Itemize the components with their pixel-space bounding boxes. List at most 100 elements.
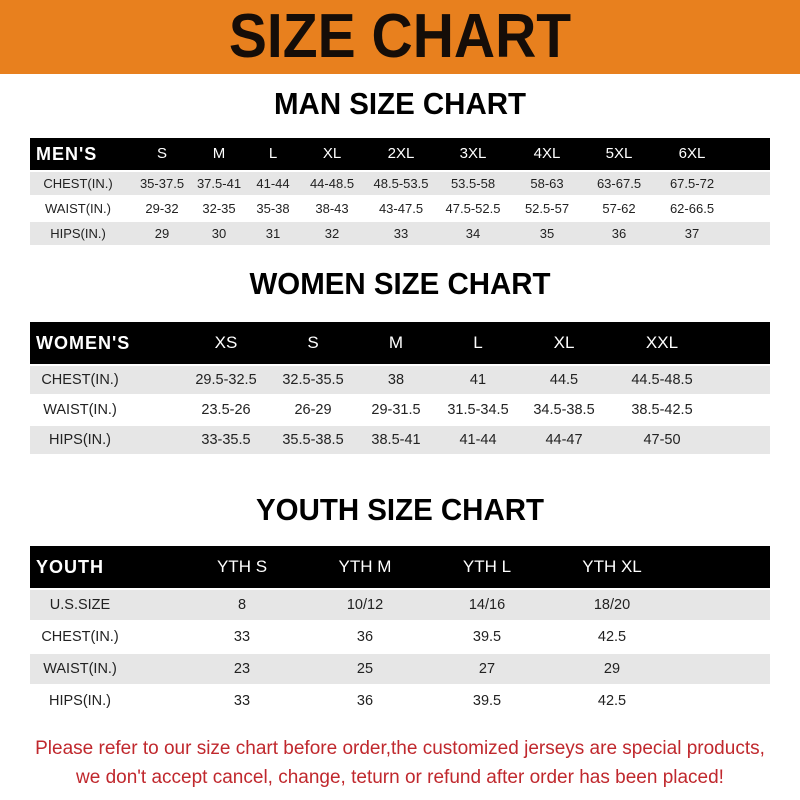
table-cell: 41-44 xyxy=(256,176,290,191)
table-cell: 35 xyxy=(539,226,555,241)
title-banner: SIZE CHART xyxy=(0,0,800,74)
table-cell: 35.5-38.5 xyxy=(282,432,344,448)
table-cell: 41-44 xyxy=(459,432,497,448)
table-cell: 53.5-58 xyxy=(450,176,496,191)
column-header: L xyxy=(473,333,483,352)
table-cell: 31 xyxy=(265,226,281,241)
table-cell: 34.5-38.5 xyxy=(533,402,595,418)
table-cell: 36 xyxy=(356,693,374,709)
table-label: MEN'S xyxy=(36,144,98,164)
row-label: U.S.SIZE xyxy=(49,597,111,613)
table-cell: 52.5-57 xyxy=(524,201,570,216)
row-label: CHEST(IN.) xyxy=(41,629,119,645)
column-header: 2XL xyxy=(387,145,415,162)
table-cell: 23.5-26 xyxy=(201,402,251,418)
table-row: CHEST(IN.) 29.5-32.5 32.5-35.5 38 41 44.5 44.5… xyxy=(30,366,770,394)
table-row: CHEST(IN.) 35-37.5 37.5-41 41-44 44-48.5 48.5… xyxy=(30,172,770,195)
table-cell: 35-37.5 xyxy=(139,176,185,191)
header-row: MEN'S S M L XL 2XL 3XL 4XL 5XL 6XL xyxy=(30,138,770,170)
table-cell: 29-32 xyxy=(145,201,179,216)
column-header: YTH S xyxy=(216,557,268,576)
table-cell: 18/20 xyxy=(593,597,631,613)
table-cell: 39.5 xyxy=(472,629,502,645)
table-cell: 36 xyxy=(356,629,374,645)
table-row: HIPS(IN.) 33 36 39.5 42.5 xyxy=(30,686,770,716)
table-row: HIPS(IN.) 33-35.5 35.5-38.5 38.5-41 41-44 44-… xyxy=(30,426,770,454)
table-cell: 44.5-48.5 xyxy=(631,372,693,388)
row-label: WAIST(IN.) xyxy=(43,661,117,677)
table-cell: 43-47.5 xyxy=(378,201,424,216)
table-cell: 10/12 xyxy=(346,597,384,613)
table-cell: 58-63 xyxy=(530,176,564,191)
table-cell: 32.5-35.5 xyxy=(282,372,344,388)
column-header: 6XL xyxy=(678,145,706,162)
header-row: YOUTH YTH S YTH M YTH L YTH XL xyxy=(30,546,770,588)
table-row: U.S.SIZE 8 10/12 14/16 18/20 xyxy=(30,590,770,620)
table-cell: 35-38 xyxy=(256,201,290,216)
table-row: WAIST(IN.) 23 25 27 29 xyxy=(30,654,770,684)
table-cell: 38-43 xyxy=(315,201,349,216)
table-cell: 44-47 xyxy=(545,432,583,448)
table-cell: 32 xyxy=(324,226,340,241)
column-header: M xyxy=(212,145,226,162)
row-label: HIPS(IN.) xyxy=(48,693,112,709)
table-cell: 39.5 xyxy=(472,693,502,709)
table-cell: 32-35 xyxy=(202,201,236,216)
table-cell: 41 xyxy=(469,372,487,388)
table-cell: 44.5 xyxy=(549,372,579,388)
table-cell: 29.5-32.5 xyxy=(195,372,257,388)
table-cell: 62-66.5 xyxy=(669,201,715,216)
table-cell: 23 xyxy=(233,661,251,677)
header-row: WOMEN'S XS S M L XL XXL xyxy=(30,322,770,364)
table-cell: 36 xyxy=(611,226,627,241)
notice-line-2: we don't accept cancel, change, teturn o… xyxy=(76,767,724,788)
table-cell: 8 xyxy=(237,597,247,613)
table-cell: 29 xyxy=(154,226,170,241)
page-title: SIZE CHART xyxy=(228,2,572,71)
table-cell: 14/16 xyxy=(468,597,506,613)
row-label: CHEST(IN.) xyxy=(43,176,113,191)
table-cell: 33 xyxy=(233,629,251,645)
table-cell: 42.5 xyxy=(597,629,627,645)
table-cell: 48.5-53.5 xyxy=(373,176,429,191)
column-header: 4XL xyxy=(533,145,561,162)
table-cell: 38 xyxy=(387,372,405,388)
table-row: WAIST(IN.) 23.5-26 26-29 29-31.5 31.5-34.5 34… xyxy=(30,396,770,424)
table-cell: 38.5-41 xyxy=(371,432,421,448)
section-title: WOMEN SIZE CHART xyxy=(249,266,551,301)
table-cell: 42.5 xyxy=(597,693,627,709)
table-cell: 37.5-41 xyxy=(196,176,242,191)
row-label: CHEST(IN.) xyxy=(41,372,119,388)
table-cell: 26-29 xyxy=(294,402,332,418)
table-cell: 37 xyxy=(684,226,700,241)
column-header: YTH M xyxy=(338,557,392,576)
column-header: XL xyxy=(553,333,575,352)
column-header: XS xyxy=(214,333,238,352)
column-header: YTH L xyxy=(462,557,512,576)
column-header: YTH XL xyxy=(582,557,642,576)
table-cell: 25 xyxy=(356,661,374,677)
section-title: YOUTH SIZE CHART xyxy=(256,492,544,527)
table-label: WOMEN'S xyxy=(36,333,131,353)
table-row: WAIST(IN.) 29-32 32-35 35-38 38-43 43-47.5 47.… xyxy=(30,197,770,220)
table-cell: 29-31.5 xyxy=(371,402,421,418)
table-cell: 30 xyxy=(211,226,227,241)
table-cell: 47-50 xyxy=(643,432,681,448)
table-row: CHEST(IN.) 33 36 39.5 42.5 xyxy=(30,622,770,652)
table-cell: 27 xyxy=(478,661,496,677)
column-header: S xyxy=(307,333,319,352)
row-label: HIPS(IN.) xyxy=(50,226,106,241)
table-row: HIPS(IN.) 29 30 31 32 33 34 35 36 37 xyxy=(30,222,770,245)
column-header: M xyxy=(388,333,404,352)
table-cell: 47.5-52.5 xyxy=(445,201,501,216)
column-header: XXL xyxy=(645,333,679,352)
table-label: YOUTH xyxy=(36,557,104,577)
table-cell: 38.5-42.5 xyxy=(631,402,693,418)
notice-line-1: Please refer to our size chart before or… xyxy=(35,738,765,759)
column-header: XL xyxy=(322,145,342,162)
table-cell: 67.5-72 xyxy=(669,176,715,191)
column-header: S xyxy=(156,145,168,162)
table-cell: 34 xyxy=(465,226,481,241)
table-cell: 44-48.5 xyxy=(309,176,355,191)
table-cell: 31.5-34.5 xyxy=(447,402,509,418)
